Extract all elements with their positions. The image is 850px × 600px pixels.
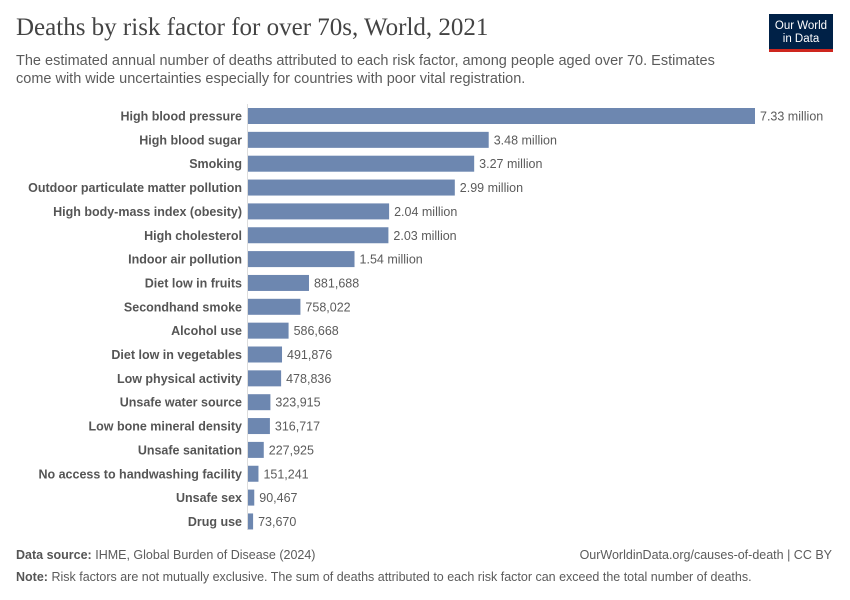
value-label: 227,925	[269, 443, 314, 457]
value-label: 151,241	[263, 467, 308, 481]
value-label: 3.48 million	[494, 133, 557, 147]
bar[interactable]	[248, 418, 270, 435]
category-label: High blood sugar	[139, 133, 242, 147]
category-label: Alcohol use	[171, 324, 242, 338]
value-label: 2.03 million	[393, 229, 456, 243]
chart-subtitle: The estimated annual number of deaths at…	[16, 53, 715, 87]
value-label: 73,670	[258, 515, 296, 529]
owid-logo[interactable]: Our World in Data	[769, 14, 833, 52]
category-label: Indoor air pollution	[128, 253, 242, 267]
category-label: Low physical activity	[117, 372, 242, 386]
value-label: 316,717	[275, 420, 320, 434]
chart-title: Deaths by risk factor for over 70s, Worl…	[16, 14, 489, 41]
source-label: Data source:	[16, 548, 92, 562]
bar[interactable]	[248, 179, 455, 196]
bar[interactable]	[248, 298, 301, 315]
category-label: High body-mass index (obesity)	[53, 205, 242, 219]
value-label: 881,688	[314, 276, 359, 290]
bar[interactable]	[248, 203, 390, 220]
bar[interactable]	[248, 227, 389, 244]
source-text[interactable]: IHME, Global Burden of Disease (2024)	[95, 548, 316, 562]
value-label: 491,876	[287, 348, 332, 362]
value-label: 758,022	[305, 300, 350, 314]
bar[interactable]	[248, 370, 282, 387]
bar[interactable]	[248, 155, 475, 172]
bar[interactable]	[248, 274, 309, 291]
value-label: 3.27 million	[479, 157, 542, 171]
bar[interactable]	[248, 489, 255, 506]
bar[interactable]	[248, 513, 254, 530]
category-label: Drug use	[188, 515, 242, 529]
category-label: High blood pressure	[120, 110, 242, 124]
bar[interactable]	[248, 131, 489, 148]
value-label: 90,467	[259, 491, 297, 505]
category-label: High cholesterol	[144, 229, 242, 243]
category-label: Outdoor particulate matter pollution	[28, 181, 242, 195]
value-label: 1.54 million	[360, 253, 423, 267]
bar-chart: High blood pressure 7.33 million High bloo…	[28, 104, 823, 530]
bar[interactable]	[248, 322, 289, 339]
bar[interactable]	[248, 465, 259, 482]
bar[interactable]	[248, 251, 355, 268]
note-text: Risk factors are not mutually exclusive.…	[51, 570, 752, 584]
category-label: Unsafe sanitation	[138, 443, 242, 457]
footer-source: Data source: IHME, Global Burden of Dise…	[16, 548, 832, 562]
value-label: 586,668	[294, 324, 339, 338]
value-label: 7.33 million	[760, 110, 823, 124]
value-label: 2.04 million	[394, 205, 457, 219]
category-label: No access to handwashing facility	[38, 467, 242, 481]
category-label: Secondhand smoke	[124, 300, 242, 314]
note-label: Note:	[16, 570, 48, 584]
source-url[interactable]: OurWorldinData.org/causes-of-death | CC …	[579, 548, 832, 562]
value-label: 478,836	[286, 372, 331, 386]
category-label: Unsafe sex	[176, 491, 242, 505]
bar[interactable]	[248, 441, 264, 458]
category-label: Smoking	[189, 157, 242, 171]
category-label: Diet low in fruits	[145, 276, 242, 290]
category-label: Unsafe water source	[120, 396, 242, 410]
footer-note: Note: Risk factors are not mutually excl…	[16, 570, 752, 584]
category-label: Diet low in vegetables	[111, 348, 242, 362]
category-label: Low bone mineral density	[89, 420, 243, 434]
value-label: 323,915	[275, 396, 320, 410]
bar[interactable]	[248, 346, 283, 363]
bar[interactable]	[248, 108, 755, 124]
value-label: 2.99 million	[460, 181, 523, 195]
bar[interactable]	[248, 394, 271, 411]
